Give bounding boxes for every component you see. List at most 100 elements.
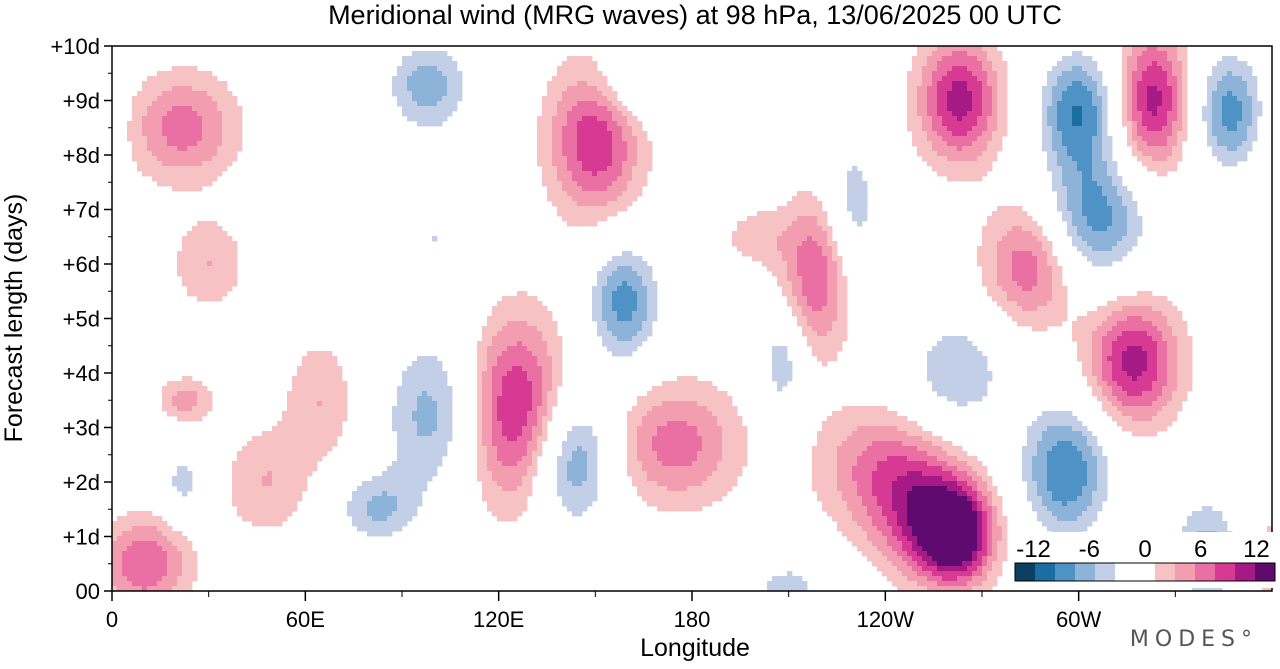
- field-cell: [957, 336, 963, 342]
- field-cell: [992, 106, 998, 112]
- field-cell: [572, 211, 578, 217]
- field-cell: [917, 61, 923, 67]
- field-cell: [542, 391, 548, 397]
- field-cell: [497, 376, 503, 382]
- field-cell: [612, 331, 618, 337]
- field-cell: [1182, 106, 1188, 112]
- field-cell: [937, 356, 943, 362]
- field-cell: [1242, 121, 1248, 127]
- field-cell: [747, 226, 753, 232]
- field-cell: [1057, 286, 1063, 292]
- field-cell: [1142, 111, 1148, 117]
- field-cell: [1157, 96, 1163, 102]
- field-cell: [1112, 391, 1118, 397]
- field-cell: [442, 376, 448, 382]
- field-cell: [932, 91, 938, 97]
- field-cell: [1042, 266, 1048, 272]
- field-cell: [162, 126, 168, 132]
- field-cell: [507, 301, 513, 307]
- field-cell: [1107, 186, 1113, 192]
- field-cell: [922, 136, 928, 142]
- field-cell: [942, 351, 948, 357]
- field-cell: [172, 66, 178, 72]
- field-cell: [192, 71, 198, 77]
- field-cell: [632, 156, 638, 162]
- field-cell: [1092, 256, 1098, 262]
- field-cell: [1072, 116, 1078, 122]
- field-cell: [1232, 156, 1238, 162]
- field-cell: [152, 91, 158, 97]
- field-cell: [1182, 121, 1188, 127]
- field-cell: [572, 166, 578, 172]
- field-cell: [1097, 381, 1103, 387]
- field-cell: [977, 166, 983, 172]
- field-cell: [1132, 316, 1138, 322]
- field-cell: [1057, 91, 1063, 97]
- field-cell: [997, 246, 1003, 252]
- field-cell: [622, 191, 628, 197]
- field-cell: [952, 66, 958, 72]
- field-cell: [937, 351, 943, 357]
- field-cell: [187, 86, 193, 92]
- field-cell: [1077, 71, 1083, 77]
- field-cell: [1107, 136, 1113, 142]
- field-cell: [822, 266, 828, 272]
- field-cell: [792, 281, 798, 287]
- field-cell: [557, 211, 563, 217]
- field-cell: [292, 381, 298, 387]
- field-cell: [972, 46, 978, 52]
- field-cell: [612, 261, 618, 267]
- field-cell: [1122, 216, 1128, 222]
- field-cell: [1032, 281, 1038, 287]
- field-cell: [642, 266, 648, 272]
- field-cell: [212, 106, 218, 112]
- field-cell: [602, 336, 608, 342]
- field-cell: [1042, 116, 1048, 122]
- field-cell: [392, 86, 398, 92]
- field-cell: [212, 116, 218, 122]
- field-cell: [1057, 126, 1063, 132]
- field-cell: [637, 271, 643, 277]
- field-cell: [1247, 121, 1253, 127]
- field-cell: [192, 96, 198, 102]
- field-cell: [1167, 46, 1173, 52]
- field-cell: [1172, 371, 1178, 377]
- field-cell: [587, 96, 593, 102]
- field-cell: [1182, 331, 1188, 337]
- field-cell: [537, 396, 543, 402]
- field-cell: [622, 201, 628, 207]
- field-cell: [502, 331, 508, 337]
- field-cell: [207, 131, 213, 137]
- field-cell: [962, 391, 968, 397]
- chart-title: Meridional wind (MRG waves) at 98 hPa, 1…: [328, 0, 1062, 30]
- field-cell: [1112, 361, 1118, 367]
- field-cell: [1007, 311, 1013, 317]
- field-cell: [642, 161, 648, 167]
- field-cell: [222, 141, 228, 147]
- field-cell: [1172, 361, 1178, 367]
- field-cell: [1157, 371, 1163, 377]
- field-cell: [822, 321, 828, 327]
- field-cell: [627, 126, 633, 132]
- field-cell: [1232, 161, 1238, 167]
- field-cell: [207, 236, 213, 242]
- field-cell: [807, 256, 813, 262]
- field-cell: [1002, 221, 1008, 227]
- field-cell: [442, 381, 448, 387]
- field-cell: [532, 381, 538, 387]
- field-cell: [477, 356, 483, 362]
- field-cell: [1162, 51, 1168, 57]
- field-cell: [542, 346, 548, 352]
- field-cell: [457, 76, 463, 82]
- field-cell: [212, 81, 218, 87]
- field-cell: [792, 246, 798, 252]
- field-cell: [1102, 336, 1108, 342]
- field-cell: [1167, 146, 1173, 152]
- field-cell: [627, 111, 633, 117]
- field-cell: [962, 386, 968, 392]
- field-cell: [322, 381, 328, 387]
- field-cell: [1042, 246, 1048, 252]
- field-cell: [1152, 121, 1158, 127]
- field-cell: [1142, 366, 1148, 372]
- field-cell: [947, 151, 953, 157]
